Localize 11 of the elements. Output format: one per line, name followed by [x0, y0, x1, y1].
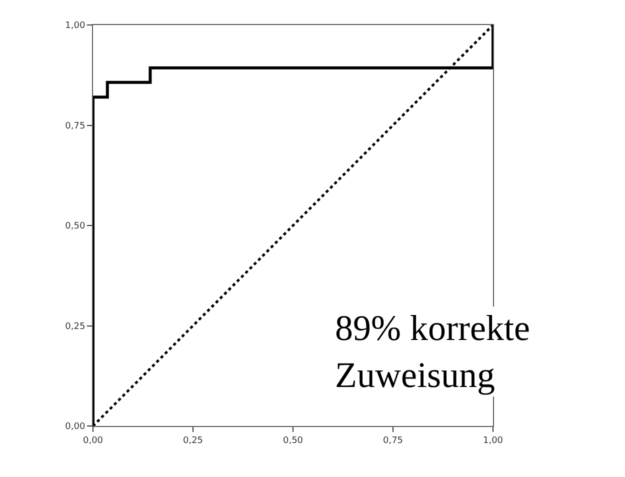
y-tick-label: 0,00 [65, 422, 86, 432]
x-tick-label: 0,25 [182, 436, 204, 446]
x-tick-label: 1,00 [482, 436, 504, 446]
x-tick-label: 0,75 [382, 436, 404, 446]
x-tick-label: 0,50 [282, 436, 304, 446]
x-tick-label: 0,00 [82, 436, 104, 446]
y-tick-label: 1,00 [65, 21, 86, 32]
y-tick-label: 0,50 [65, 222, 86, 232]
annotation: 89% korrekte Zuweisung [335, 308, 530, 395]
y-tick-label: 0,25 [65, 322, 86, 332]
y-tick-label: 0,75 [65, 121, 86, 132]
